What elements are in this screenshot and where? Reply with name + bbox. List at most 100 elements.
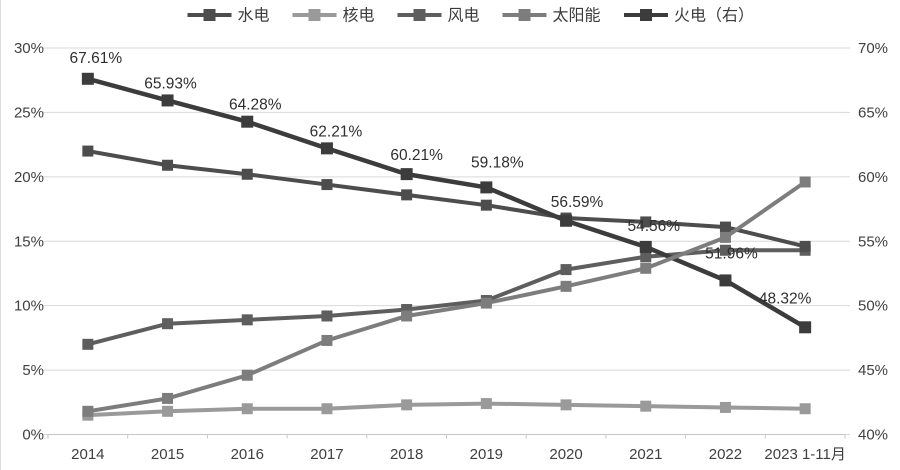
data-point-marker-solar [401, 310, 413, 322]
series-hydro [82, 145, 811, 252]
thermal-data-label: 54.56% [627, 218, 680, 235]
legend-marker-square-nuclear [308, 9, 321, 21]
data-point-marker-thermal [81, 72, 94, 85]
x-axis-category-label: 2020 [549, 446, 582, 463]
legend-label-nuclear: 核电 [343, 7, 375, 25]
x-axis-category-label: 2022 [709, 446, 742, 463]
data-point-marker-solar [640, 262, 652, 274]
legend-item-hydro: 水电 [187, 7, 270, 25]
data-point-marker-thermal [241, 115, 254, 128]
left-axis-tick-label: 10% [14, 298, 44, 315]
legend-marker-square-hydro [203, 9, 216, 21]
x-axis-category-label: 2017 [310, 446, 343, 463]
data-point-marker-solar [321, 334, 333, 346]
series-thermal [81, 72, 812, 334]
data-point-marker-solar [799, 176, 811, 188]
series-solar [82, 176, 811, 417]
left-axis-tick-label: 20% [14, 169, 44, 186]
thermal-data-label: 48.32% [759, 290, 812, 307]
legend-item-solar: 太阳能 [502, 7, 601, 25]
data-point-marker-hydro [82, 145, 94, 157]
page-left-border [0, 0, 1, 470]
x-axis-category-label: 2021 [629, 446, 662, 463]
right-axis-tick-label: 60% [858, 169, 888, 186]
left-axis-tick-label: 0% [22, 427, 44, 444]
legend-marker-square-thermal [640, 9, 652, 21]
left-axis-tick-labels: 0% 5% 10% 15% 20% 25% 30% [14, 40, 44, 444]
series-line-wind [87, 248, 806, 347]
data-point-marker-thermal [400, 168, 413, 181]
right-axis-tick-label: 55% [858, 233, 888, 250]
x-axis-category-label: 2023 1-11月 [764, 446, 845, 463]
data-point-marker-nuclear [480, 398, 492, 410]
data-point-marker-hydro [480, 199, 492, 211]
data-point-marker-hydro [401, 189, 413, 201]
data-point-marker-nuclear [719, 401, 731, 413]
legend-label-hydro: 水电 [238, 7, 270, 25]
thermal-data-label: 56.59% [551, 194, 604, 211]
thermal-data-label: 62.21% [310, 123, 363, 140]
data-point-marker-wind [241, 314, 253, 326]
legend-item-wind: 风电 [397, 7, 480, 25]
thermal-data-label: 67.61% [70, 50, 123, 67]
series-wind [82, 244, 811, 350]
x-axis-category-label: 2014 [71, 446, 104, 463]
data-point-marker-wind [560, 264, 572, 276]
data-point-marker-thermal [161, 94, 174, 107]
data-point-marker-solar [241, 369, 253, 381]
left-axis-tick-label: 25% [14, 104, 44, 121]
data-point-marker-nuclear [321, 403, 333, 415]
thermal-data-label: 59.18% [471, 154, 524, 171]
data-point-marker-wind [82, 338, 94, 350]
data-point-marker-thermal [799, 321, 812, 334]
x-axis: 2014 2015 2016 2017 2018 2019 2020 2021 2022 2023… [47, 434, 846, 463]
data-point-marker-nuclear [401, 399, 413, 411]
data-point-marker-hydro [640, 216, 652, 228]
data-point-marker-thermal [320, 142, 333, 155]
data-point-marker-hydro [162, 159, 174, 171]
x-axis-category-label: 2016 [231, 446, 264, 463]
data-point-marker-nuclear [241, 403, 253, 415]
x-axis-category-label: 2019 [470, 446, 503, 463]
data-point-marker-solar [480, 297, 492, 309]
legend-item-nuclear: 核电 [292, 7, 375, 25]
right-axis-tick-labels: 40% 45% 50% 55% 60% 65% 70% [858, 40, 888, 444]
data-point-marker-nuclear [162, 405, 174, 417]
data-point-marker-solar [719, 231, 731, 243]
data-point-marker-hydro [241, 168, 253, 180]
data-point-marker-wind [640, 251, 652, 263]
series-line-nuclear [87, 401, 806, 418]
right-axis-tick-label: 45% [858, 362, 888, 379]
data-point-marker-solar [162, 392, 174, 404]
data-point-marker-thermal [639, 240, 652, 253]
legend-marker-square-solar [518, 9, 531, 21]
left-axis-tick-label: 5% [22, 362, 44, 379]
x-axis-category-label: 2018 [390, 446, 423, 463]
right-axis-tick-label: 70% [858, 40, 888, 57]
data-point-marker-hydro [719, 221, 731, 233]
thermal-data-label: 60.21% [390, 147, 443, 164]
series-line-solar [87, 180, 807, 414]
data-point-marker-nuclear [640, 400, 652, 412]
thermal-data-label: 64.28% [229, 97, 282, 114]
data-point-marker-wind [719, 244, 731, 256]
data-point-marker-thermal [480, 181, 493, 194]
data-point-marker-wind [401, 304, 413, 316]
legend-item-thermal: 火电（右） [624, 7, 754, 25]
data-point-marker-nuclear [560, 399, 572, 411]
series-line-thermal [87, 76, 807, 330]
series-line-hydro [87, 149, 806, 249]
data-point-marker-solar [560, 280, 572, 292]
legend-label-solar: 太阳能 [553, 7, 601, 25]
series-nuclear [82, 398, 811, 421]
legend-label-thermal: 火电（右） [674, 7, 754, 25]
data-point-marker-hydro [799, 240, 811, 252]
chart-legend: 水电 核电 风电 太阳能 火电（右） [187, 7, 754, 25]
legend-marker-square-wind [413, 9, 426, 21]
data-point-marker-wind [321, 310, 333, 322]
left-axis-tick-label: 30% [14, 40, 44, 57]
right-axis-tick-label: 50% [858, 298, 888, 315]
left-axis-tick-label: 15% [14, 233, 44, 250]
